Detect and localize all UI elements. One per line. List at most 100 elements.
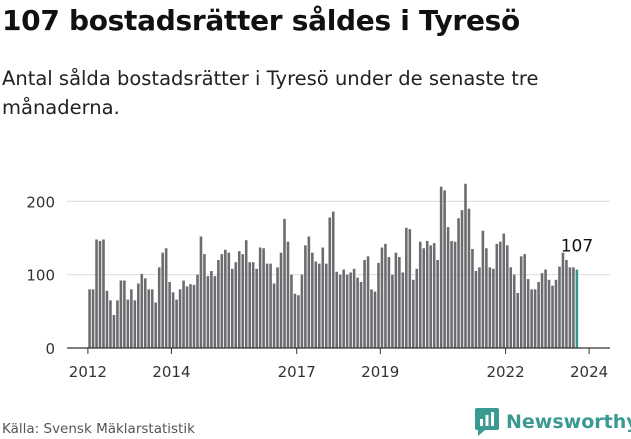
bar	[439, 186, 443, 348]
bar	[133, 300, 137, 348]
bar	[157, 267, 161, 348]
bar	[126, 299, 130, 348]
bar	[405, 227, 408, 348]
bar	[352, 268, 356, 348]
bar-chart: 0 100 200 2012 2014 2017 2019 2022 2024 107	[26, 183, 610, 381]
bar	[338, 274, 342, 348]
bar	[554, 279, 558, 348]
bar	[178, 289, 182, 348]
bar	[112, 315, 116, 348]
bar	[384, 243, 387, 348]
bar	[116, 300, 119, 348]
bar	[297, 295, 300, 348]
bar	[217, 260, 220, 348]
bar	[307, 236, 311, 348]
bar	[283, 218, 286, 348]
bar	[255, 268, 258, 348]
x-tick-label: 2014	[152, 363, 190, 381]
bar	[161, 252, 164, 348]
bar	[248, 262, 251, 348]
bar	[519, 256, 523, 348]
bar	[523, 254, 526, 348]
bar	[276, 267, 279, 348]
bar	[502, 233, 506, 348]
bar	[314, 261, 318, 348]
newsworthy-logo[interactable]: Newsworthy	[474, 407, 631, 437]
x-tick-label: 2019	[361, 363, 399, 381]
bar	[547, 279, 551, 348]
bar	[175, 299, 178, 348]
bar	[391, 274, 394, 348]
bar	[509, 267, 513, 348]
bar	[91, 289, 95, 348]
source-note: Källa: Svensk Mäklarstatistik	[2, 421, 195, 437]
bar	[137, 283, 140, 348]
bar	[429, 245, 432, 348]
bar	[109, 300, 112, 348]
bar	[154, 302, 157, 348]
bar	[516, 293, 519, 348]
bar	[373, 291, 377, 348]
bar	[512, 274, 516, 348]
bar	[457, 218, 460, 348]
bar	[328, 217, 332, 348]
bar	[95, 239, 98, 348]
bar	[213, 276, 217, 348]
bar	[446, 227, 450, 348]
bar	[505, 245, 509, 348]
bar	[234, 262, 238, 348]
bar-latest	[575, 269, 579, 348]
bar	[258, 247, 262, 348]
x-tick-label: 2022	[486, 363, 524, 381]
bar	[147, 289, 151, 348]
bar	[318, 263, 321, 348]
bar	[544, 269, 547, 348]
bar	[199, 236, 203, 348]
bar	[478, 267, 481, 348]
data-label-latest: 107	[561, 237, 593, 257]
bar	[425, 240, 429, 348]
bar	[349, 272, 352, 348]
bar	[572, 267, 575, 348]
bar	[464, 183, 467, 348]
bar	[558, 266, 561, 348]
bar	[321, 247, 325, 348]
bar	[98, 240, 102, 348]
bar	[342, 269, 345, 348]
bar	[324, 263, 328, 348]
bar	[474, 271, 478, 348]
bar	[335, 271, 338, 348]
bar	[230, 268, 234, 348]
bar	[499, 241, 502, 348]
chart-title: 107 bostadsrätter såldes i Tyresö	[2, 4, 520, 37]
bar	[370, 289, 373, 348]
bar	[415, 268, 419, 348]
newsworthy-logo-text: Newsworthy	[506, 411, 631, 433]
bar	[140, 273, 144, 348]
bar	[380, 247, 384, 348]
bar	[150, 289, 154, 348]
y-tick-label: 0	[45, 340, 55, 358]
bar	[300, 274, 304, 348]
bar	[220, 254, 224, 348]
x-tick-label: 2017	[278, 363, 316, 381]
bar	[224, 249, 227, 348]
bar	[293, 293, 297, 348]
bar	[262, 248, 265, 348]
bar	[164, 248, 168, 348]
bar	[304, 245, 307, 348]
bar	[561, 252, 565, 348]
bar	[363, 260, 366, 348]
chart-subtitle: Antal sålda bostadsrätter i Tyresö under…	[2, 67, 539, 119]
bar	[432, 243, 436, 348]
bar	[551, 285, 554, 348]
bar	[436, 260, 439, 348]
bar	[227, 252, 231, 348]
bar	[356, 277, 359, 348]
bar	[331, 211, 335, 348]
bar	[453, 241, 457, 348]
bar	[251, 262, 255, 348]
newsworthy-logo-icon	[475, 408, 499, 436]
bar	[398, 257, 401, 348]
bar	[467, 208, 471, 348]
